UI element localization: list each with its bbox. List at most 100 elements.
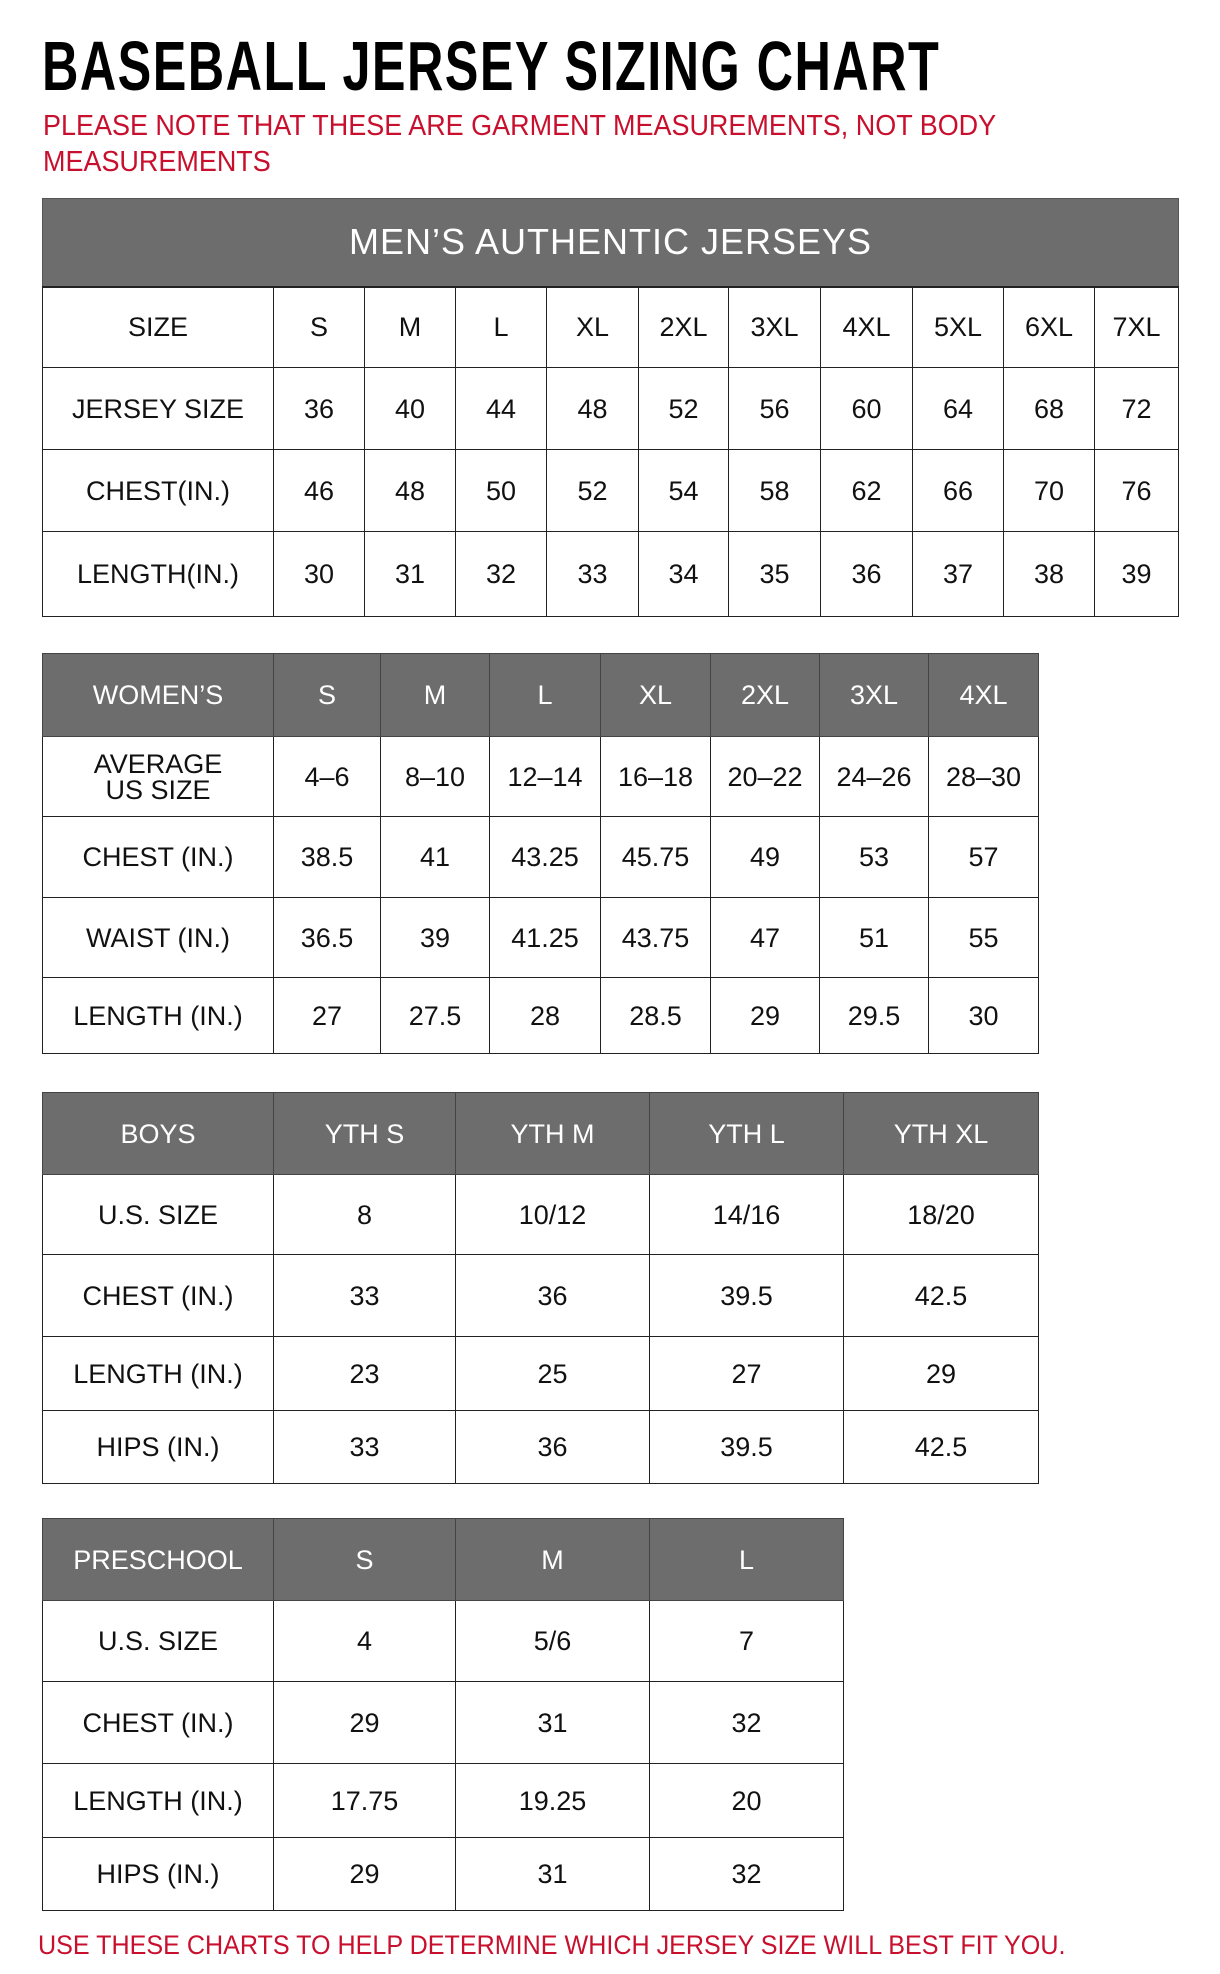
value-cell: 18/20 [843,1174,1039,1255]
value-cell: 25 [455,1336,650,1411]
value-cell: 52 [638,367,729,450]
value-cell: 42.5 [843,1410,1039,1484]
table-row: CHEST (IN.) 33 36 39.5 42.5 [42,1254,1039,1337]
table-row: HIPS (IN.) 33 36 39.5 42.5 [42,1410,1039,1484]
value-cell: 36 [273,367,365,450]
value-cell: 24–26 [819,736,929,817]
size-header-cell: YTH S [273,1092,456,1175]
value-cell: 14/16 [649,1174,844,1255]
value-cell: 42.5 [843,1254,1039,1337]
size-header-cell: 2XL [638,286,729,368]
value-cell: 52 [546,449,639,532]
value-cell: 44 [455,367,547,450]
footer-note: USE THESE CHARTS TO HELP DETERMINE WHICH… [38,1930,1066,1960]
value-cell: 33 [546,531,639,617]
value-cell: 38.5 [273,816,381,898]
value-cell: 48 [546,367,639,450]
value-cell: 57 [928,816,1039,898]
value-cell: 41 [380,816,490,898]
value-cell: 35 [728,531,821,617]
row-label: CHEST (IN.) [42,816,274,898]
table-header-label: BOYS [42,1092,274,1175]
size-header-cell: M [364,286,456,368]
value-cell: 55 [928,897,1039,978]
table-title: MEN’S AUTHENTIC JERSEYS [42,198,1179,288]
size-header-cell: 2XL [710,653,820,737]
value-cell: 51 [819,897,929,978]
value-cell: 7 [649,1600,844,1682]
boys-table: BOYS YTH S YTH M YTH L YTH XL U.S. SIZE 8 10/12… [42,1092,1039,1484]
value-cell: 36 [455,1410,650,1484]
value-cell: 54 [638,449,729,532]
preschool-table: PRESCHOOL S M L U.S. SIZE 4 5/6 7 CHEST (IN.) 29 3… [42,1518,844,1911]
value-cell: 27 [649,1336,844,1411]
value-cell: 30 [928,977,1039,1054]
table-row: LENGTH(IN.) 30 31 32 33 34 35 36 37 38 39 [42,531,1179,617]
value-cell: 19.25 [455,1763,650,1838]
value-cell: 20 [649,1763,844,1838]
header-row: WOMEN’S S M L XL 2XL 3XL 4XL [42,653,1039,737]
size-header-cell: S [273,1518,456,1601]
page-title: BASEBALL JERSEY SIZING CHART [42,27,941,105]
value-cell: 72 [1094,367,1179,450]
table-header-label: WOMEN’S [42,653,274,737]
row-label: LENGTH (IN.) [42,1336,274,1411]
value-cell: 8 [273,1174,456,1255]
value-cell: 27 [273,977,381,1054]
value-cell: 43.25 [489,816,601,898]
value-cell: 68 [1003,367,1095,450]
table-row: CHEST(IN.) 46 48 50 52 54 58 62 66 70 76 [42,449,1179,532]
value-cell: 66 [912,449,1004,532]
value-cell: 4–6 [273,736,381,817]
value-cell: 32 [455,531,547,617]
table-row: LENGTH (IN.) 23 25 27 29 [42,1336,1039,1411]
row-label: U.S. SIZE [42,1600,274,1682]
size-header-cell: L [455,286,547,368]
row-label: U.S. SIZE [42,1174,274,1255]
table-row: U.S. SIZE 8 10/12 14/16 18/20 [42,1174,1039,1255]
table-header-label: PRESCHOOL [42,1518,274,1601]
size-header-cell: YTH L [649,1092,844,1175]
size-header-cell: 4XL [820,286,913,368]
size-header-cell: 5XL [912,286,1004,368]
value-cell: 45.75 [600,816,711,898]
value-cell: 50 [455,449,547,532]
table-row: HIPS (IN.) 29 31 32 [42,1837,844,1911]
value-cell: 28.5 [600,977,711,1054]
row-label: HIPS (IN.) [42,1410,274,1484]
size-header-cell: 7XL [1094,286,1179,368]
size-header-cell: L [649,1518,844,1601]
value-cell: 34 [638,531,729,617]
value-cell: 5/6 [455,1600,650,1682]
row-label: AVERAGE US SIZE [42,736,274,817]
row-label: CHEST(IN.) [42,449,274,532]
row-label: HIPS (IN.) [42,1837,274,1911]
value-cell: 39.5 [649,1410,844,1484]
value-cell: 64 [912,367,1004,450]
table-row: LENGTH (IN.) 27 27.5 28 28.5 29 29.5 30 [42,977,1039,1054]
value-cell: 53 [819,816,929,898]
table-header-label: SIZE [42,286,274,368]
value-cell: 17.75 [273,1763,456,1838]
size-header-cell: M [455,1518,650,1601]
size-header-cell: 3XL [728,286,821,368]
value-cell: 29 [273,1681,456,1764]
value-cell: 36.5 [273,897,381,978]
value-cell: 16–18 [600,736,711,817]
size-header-cell: YTH XL [843,1092,1039,1175]
size-header-cell: 6XL [1003,286,1095,368]
womens-table: WOMEN’S S M L XL 2XL 3XL 4XL AVERAGE US SIZE 4–6 8… [42,653,1039,1054]
header-row: PRESCHOOL S M L [42,1518,844,1601]
value-cell: 31 [364,531,456,617]
table-row: CHEST (IN.) 29 31 32 [42,1681,844,1764]
value-cell: 29 [710,977,820,1054]
size-header-cell: S [273,653,381,737]
table-row: U.S. SIZE 4 5/6 7 [42,1600,844,1682]
value-cell: 39 [1094,531,1179,617]
table-row: LENGTH (IN.) 17.75 19.25 20 [42,1763,844,1838]
value-cell: 29 [843,1336,1039,1411]
table-row: CHEST (IN.) 38.5 41 43.25 45.75 49 53 57 [42,816,1039,898]
value-cell: 28–30 [928,736,1039,817]
value-cell: 49 [710,816,820,898]
value-cell: 12–14 [489,736,601,817]
